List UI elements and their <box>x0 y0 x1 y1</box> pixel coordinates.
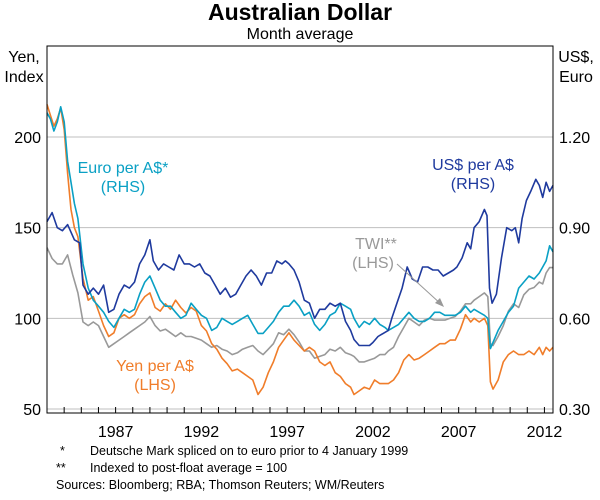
footnote-2-text: Indexed to post-float average = 100 <box>90 461 287 475</box>
right-axis-label-line1: US$, <box>558 49 594 66</box>
series-line-euro-per-a <box>46 106 554 350</box>
usd-annotation-line1: US$ per A$ <box>432 157 514 174</box>
x-tick-label: 2012 <box>527 424 563 441</box>
x-tick-label: 1992 <box>184 424 220 441</box>
left-tick-label: 50 <box>23 402 41 419</box>
series-lines <box>46 104 554 396</box>
right-tick-label: 0.90 <box>559 221 590 238</box>
chart-subtitle: Month average <box>247 26 354 43</box>
x-tick-label: 2002 <box>355 424 391 441</box>
euro-annotation-line1: Euro per A$* <box>78 160 169 177</box>
left-axis-label-line1: Yen, <box>8 49 39 66</box>
x-tick-label: 1987 <box>98 424 134 441</box>
x-tick-label: 1997 <box>269 424 305 441</box>
x-tick-label: 2007 <box>441 424 477 441</box>
right-tick-label: 0.60 <box>559 311 590 328</box>
right-axis-label-line2: Euro <box>559 69 593 86</box>
left-tick-label: 200 <box>14 130 41 147</box>
left-tick-label: 100 <box>14 311 41 328</box>
usd-annotation-line2: (RHS) <box>451 176 495 193</box>
series-line-us-per-a <box>46 178 554 347</box>
twi-annotation-line1: TWI** <box>355 236 397 253</box>
x-tick-labels: 1987 1992 1997 2002 2007 2012 <box>98 424 563 441</box>
twi-annotation-arrowhead <box>435 298 444 307</box>
footnote-1-text: Deutsche Mark spliced on to euro prior t… <box>90 444 408 458</box>
twi-annotation-pointer <box>396 263 443 306</box>
right-tick-label: 0.30 <box>559 402 590 419</box>
left-tick-labels: 50 100 150 200 <box>14 130 41 419</box>
footnote-1-mark: * <box>60 444 65 458</box>
x-tick-marks <box>46 407 545 413</box>
right-tick-labels: 0.30 0.60 0.90 1.20 <box>559 130 590 419</box>
euro-annotation-line2: (RHS) <box>101 179 145 196</box>
twi-annotation-line2: (LHS) <box>352 255 394 272</box>
footnote-2-mark: ** <box>56 461 66 475</box>
yen-annotation-line1: Yen per A$ <box>116 358 194 375</box>
chart-title: Australian Dollar <box>208 0 392 25</box>
series-line-yen-per-a <box>46 104 554 396</box>
right-tick-label: 1.20 <box>559 130 590 147</box>
series-line-twi <box>46 247 553 363</box>
left-tick-label: 150 <box>14 221 41 238</box>
sources-note: Sources: Bloomberg; RBA; Thomson Reuters… <box>56 478 384 492</box>
left-axis-label-line2: Index <box>4 69 43 86</box>
yen-annotation-line2: (LHS) <box>134 377 176 394</box>
plot-frame <box>46 45 554 414</box>
